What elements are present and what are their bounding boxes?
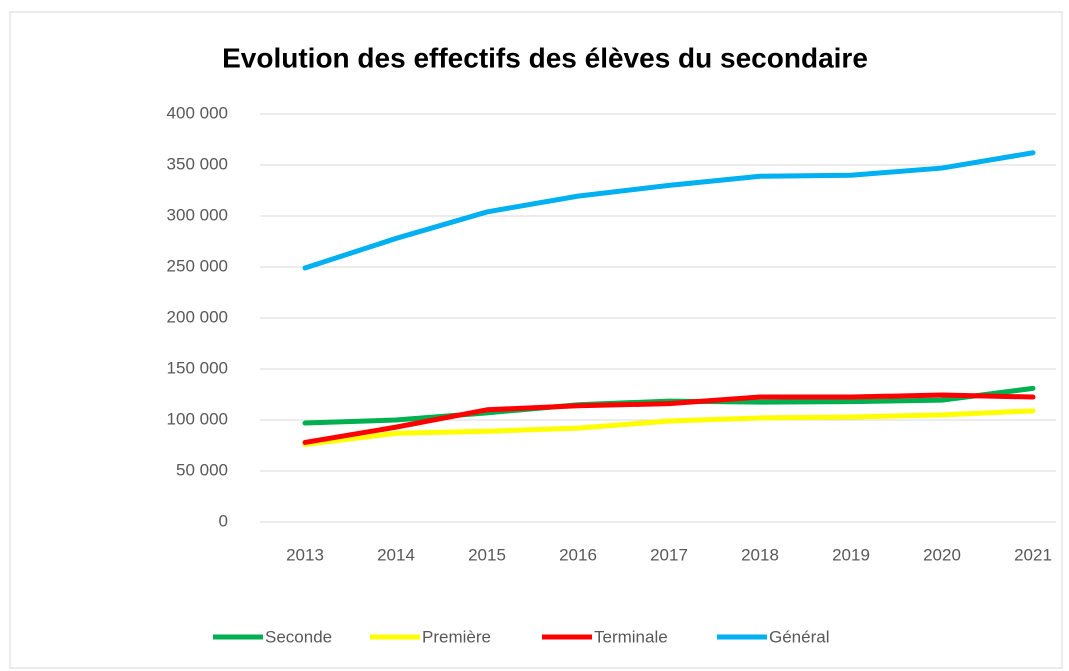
- y-tick-label: 50 000: [176, 460, 228, 479]
- y-tick-label: 250 000: [167, 256, 228, 275]
- x-tick-label: 2020: [923, 545, 961, 564]
- x-tick-label: 2017: [650, 545, 688, 564]
- series-line: [302, 408, 1036, 447]
- y-tick-label: 100 000: [167, 409, 228, 428]
- x-tick-label: 2021: [1014, 545, 1052, 564]
- series-line: [302, 385, 1036, 426]
- y-tick-label: 0: [219, 511, 228, 530]
- legend-label: Général: [769, 627, 829, 646]
- x-tick-label: 2015: [468, 545, 506, 564]
- x-tick-label: 2014: [377, 545, 415, 564]
- chart-border: [9, 11, 1063, 669]
- x-tick-label: 2018: [741, 545, 779, 564]
- y-tick-label: 200 000: [167, 307, 228, 326]
- y-tick-label: 350 000: [167, 154, 228, 173]
- series-line: [302, 150, 1036, 271]
- series-line: [302, 392, 1036, 445]
- y-tick-label: 300 000: [167, 205, 228, 224]
- legend-label: Première: [422, 627, 491, 646]
- x-tick-label: 2016: [559, 545, 597, 564]
- x-tick-label: 2019: [832, 545, 870, 564]
- chart-title: Evolution des effectifs des élèves du se…: [222, 42, 868, 73]
- legend-label: Terminale: [594, 627, 668, 646]
- x-tick-label: 2013: [286, 545, 324, 564]
- y-tick-label: 400 000: [167, 103, 228, 122]
- y-tick-label: 150 000: [167, 358, 228, 377]
- legend-label: Seconde: [265, 627, 332, 646]
